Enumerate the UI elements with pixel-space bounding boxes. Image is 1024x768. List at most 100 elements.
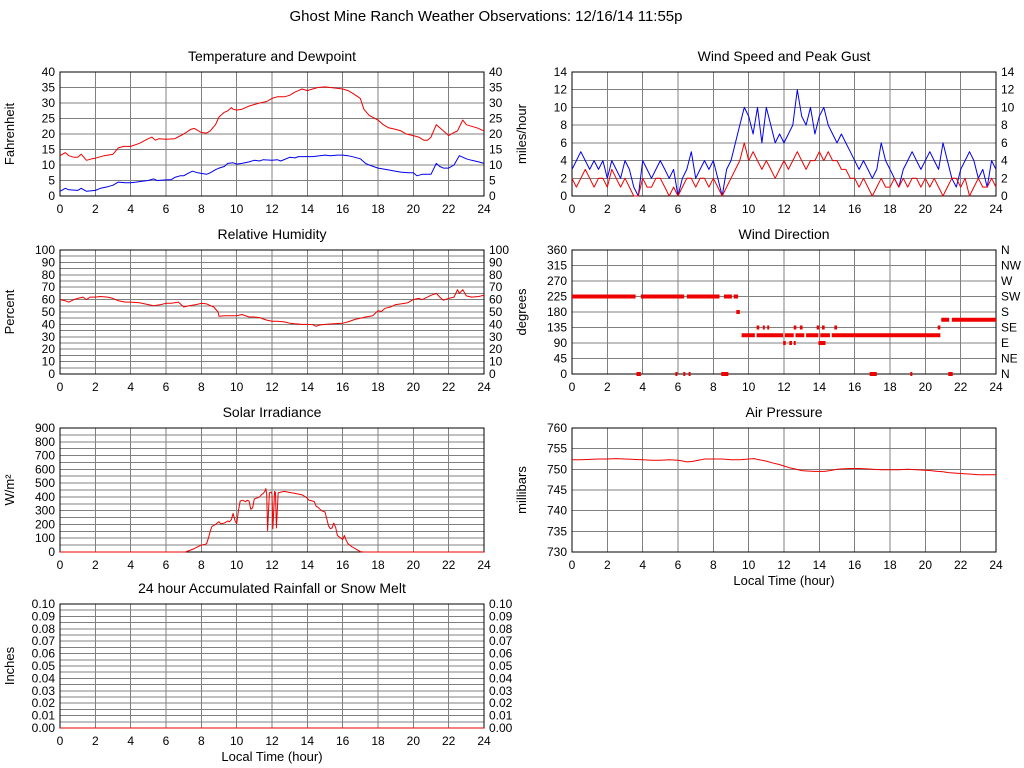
svg-text:0: 0 [569, 380, 576, 394]
svg-text:Fahrenheit: Fahrenheit [2, 103, 17, 166]
svg-text:16: 16 [848, 202, 862, 216]
svg-text:0.02: 0.02 [32, 696, 56, 710]
svg-text:0.09: 0.09 [489, 609, 512, 623]
svg-text:18: 18 [883, 380, 897, 394]
svg-text:90: 90 [489, 255, 503, 269]
svg-text:45: 45 [554, 352, 568, 366]
chart-title-wind-direction: Wind Direction [738, 226, 830, 242]
svg-text:0: 0 [560, 189, 567, 203]
svg-text:20: 20 [407, 380, 421, 394]
svg-text:14: 14 [301, 380, 315, 394]
svg-text:4: 4 [127, 734, 134, 748]
svg-text:10: 10 [230, 202, 244, 216]
svg-text:10: 10 [742, 380, 756, 394]
svg-text:W: W [1001, 274, 1013, 288]
svg-text:100: 100 [35, 243, 55, 257]
svg-text:Local Time (hour): Local Time (hour) [733, 573, 834, 588]
svg-text:16: 16 [848, 380, 862, 394]
relative-humidity-chart: Relative Humidity 0 10 20 30 40 50 60 70 80 90 100… [0, 218, 512, 414]
svg-text:0.03: 0.03 [489, 684, 512, 698]
svg-text:24: 24 [989, 558, 1003, 572]
svg-text:15: 15 [489, 143, 503, 157]
svg-text:20: 20 [919, 202, 933, 216]
svg-text:miles/hour: miles/hour [514, 103, 529, 164]
svg-text:18: 18 [883, 202, 897, 216]
svg-text:6: 6 [675, 202, 682, 216]
svg-text:10: 10 [230, 734, 244, 748]
svg-text:225: 225 [547, 290, 567, 304]
page-title: Ghost Mine Ranch Weather Observations: 1… [289, 8, 683, 25]
svg-text:4: 4 [1001, 154, 1008, 168]
svg-text:0: 0 [1001, 189, 1008, 203]
svg-text:8: 8 [1001, 118, 1008, 132]
svg-text:12: 12 [777, 558, 791, 572]
svg-text:40: 40 [489, 317, 503, 331]
svg-text:12: 12 [265, 558, 279, 572]
svg-text:40: 40 [42, 65, 56, 79]
svg-text:600: 600 [35, 462, 55, 476]
svg-text:2: 2 [604, 380, 611, 394]
svg-text:20: 20 [489, 342, 503, 356]
svg-text:22: 22 [442, 558, 456, 572]
air-pressure-chart: Air Pressure 730 735 740 745 750 755 760 0 2 4 6 8 1… [512, 396, 1024, 592]
svg-text:2: 2 [92, 380, 99, 394]
svg-text:0.01: 0.01 [489, 709, 512, 723]
svg-text:0: 0 [57, 558, 64, 572]
svg-text:400: 400 [35, 490, 55, 504]
svg-text:360: 360 [547, 243, 567, 257]
rainfall-chart: 24 hour Accumulated Rainfall or Snow Mel… [0, 572, 512, 768]
svg-text:2: 2 [604, 558, 611, 572]
svg-text:35: 35 [42, 81, 56, 95]
svg-text:730: 730 [547, 545, 567, 559]
svg-text:Local Time (hour): Local Time (hour) [221, 749, 322, 764]
svg-text:200: 200 [35, 517, 55, 531]
chart-title-wind-speed: Wind Speed and Peak Gust [697, 48, 871, 64]
svg-text:8: 8 [198, 734, 205, 748]
svg-text:0: 0 [48, 189, 55, 203]
svg-text:8: 8 [198, 558, 205, 572]
svg-text:0.10: 0.10 [489, 597, 512, 611]
svg-text:2: 2 [560, 171, 567, 185]
svg-text:22: 22 [954, 380, 968, 394]
svg-text:70: 70 [42, 280, 56, 294]
chart-title-pressure: Air Pressure [745, 404, 823, 420]
svg-text:100: 100 [489, 243, 509, 257]
svg-text:0.04: 0.04 [489, 671, 512, 685]
svg-text:60: 60 [489, 293, 503, 307]
svg-text:135: 135 [547, 321, 567, 335]
svg-text:10: 10 [230, 558, 244, 572]
wind-speed-gust-chart: Wind Speed and Peak Gust 0 2 4 6 8 10 12 14 0 2 4 6… [512, 40, 1024, 236]
svg-text:0.00: 0.00 [489, 721, 512, 735]
svg-text:0.01: 0.01 [32, 709, 56, 723]
svg-text:10: 10 [1001, 100, 1015, 114]
svg-text:14: 14 [301, 202, 315, 216]
svg-text:24: 24 [989, 202, 1003, 216]
svg-text:10: 10 [554, 100, 568, 114]
svg-text:30: 30 [42, 330, 56, 344]
svg-text:20: 20 [407, 558, 421, 572]
svg-text:22: 22 [442, 380, 456, 394]
svg-text:16: 16 [848, 558, 862, 572]
svg-text:700: 700 [35, 449, 55, 463]
svg-text:750: 750 [547, 462, 567, 476]
svg-text:740: 740 [547, 504, 567, 518]
svg-text:14: 14 [301, 734, 315, 748]
svg-text:0.06: 0.06 [489, 647, 512, 661]
svg-text:8: 8 [198, 202, 205, 216]
svg-text:2: 2 [92, 558, 99, 572]
svg-text:18: 18 [371, 202, 385, 216]
svg-text:0.07: 0.07 [32, 634, 56, 648]
svg-text:6: 6 [675, 380, 682, 394]
svg-text:0.02: 0.02 [489, 696, 512, 710]
svg-text:8: 8 [560, 118, 567, 132]
svg-text:8: 8 [710, 558, 717, 572]
svg-text:10: 10 [42, 158, 56, 172]
svg-text:14: 14 [1001, 65, 1015, 79]
svg-text:315: 315 [547, 259, 567, 273]
rainfall-plot: 0.000.010.020.030.040.050.060.070.080.09… [2, 597, 512, 764]
svg-text:500: 500 [35, 476, 55, 490]
svg-text:22: 22 [954, 558, 968, 572]
svg-text:10: 10 [489, 355, 503, 369]
